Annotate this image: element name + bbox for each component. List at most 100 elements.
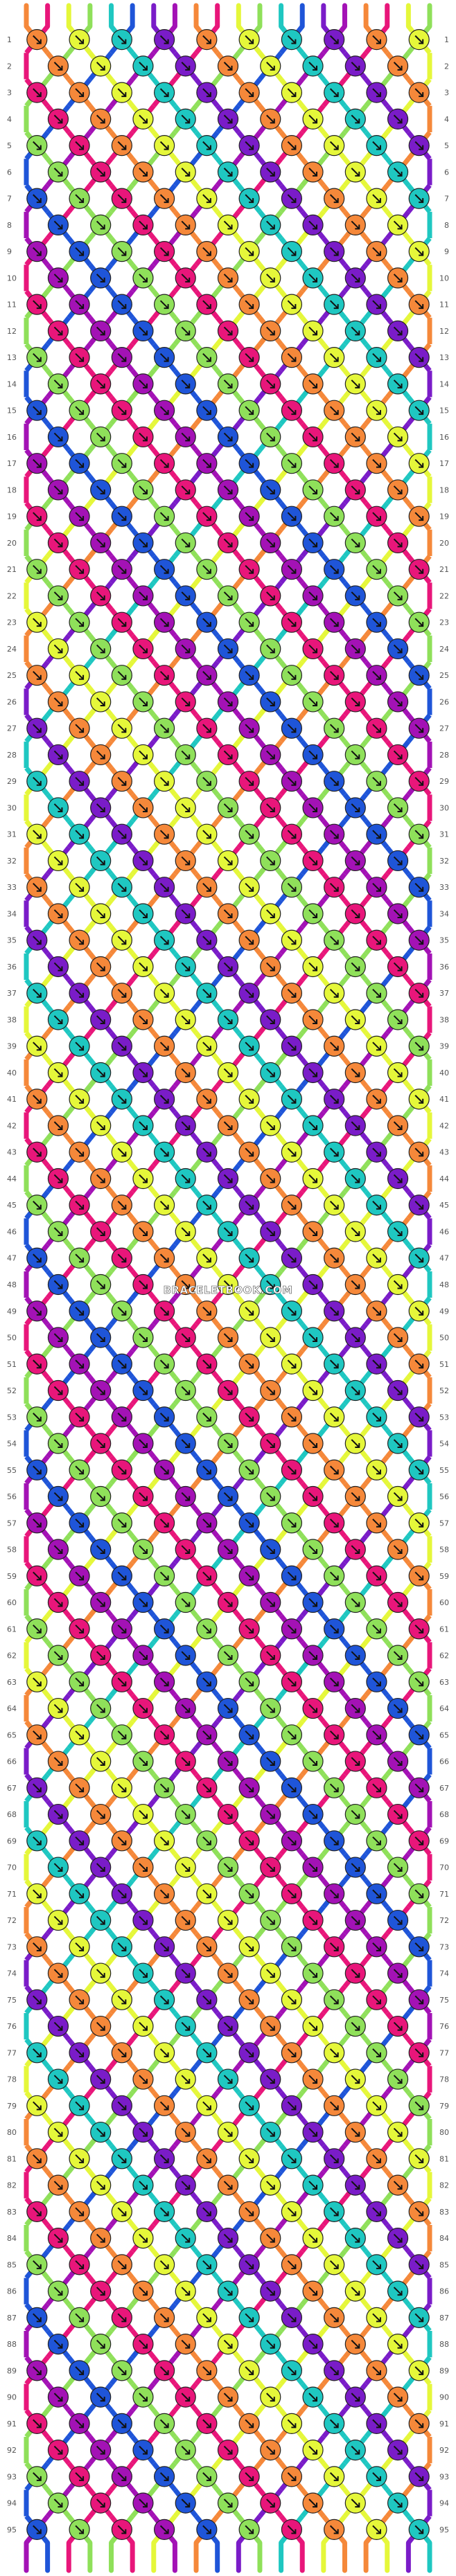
arrow-head-icon xyxy=(185,118,191,124)
arrow-head-icon xyxy=(142,171,148,177)
arrow-icon xyxy=(351,114,360,124)
arrow-icon xyxy=(372,512,381,521)
arrow-icon xyxy=(414,141,423,150)
knot xyxy=(366,717,387,739)
arrow-icon xyxy=(372,35,381,44)
knot xyxy=(111,611,132,633)
arrow-icon xyxy=(159,458,169,468)
arrow-icon xyxy=(223,326,233,336)
arrow-head-icon xyxy=(58,860,63,866)
knot xyxy=(47,320,69,342)
arrow-head-icon xyxy=(227,860,233,866)
knot xyxy=(324,453,345,474)
knot xyxy=(196,717,218,739)
arrow-head-icon xyxy=(206,198,211,204)
knot xyxy=(26,877,48,898)
arrow-icon xyxy=(223,379,233,388)
knot-layer xyxy=(26,29,430,2540)
arrow-icon xyxy=(223,485,233,494)
knot xyxy=(175,55,196,77)
arrow-head-icon xyxy=(206,834,211,839)
knot xyxy=(132,267,154,289)
arrow-head-icon xyxy=(206,251,211,256)
arrow-head-icon xyxy=(333,569,339,574)
knot xyxy=(238,400,260,421)
knot xyxy=(281,717,302,739)
arrow-icon xyxy=(351,591,360,600)
arrow-head-icon xyxy=(291,357,297,362)
arrow-head-icon xyxy=(355,860,360,866)
arrow-icon xyxy=(96,114,105,124)
arrow-head-icon xyxy=(270,860,275,866)
arrow-head-icon xyxy=(313,224,318,230)
knot xyxy=(324,82,345,103)
arrow-head-icon xyxy=(206,674,211,680)
knot xyxy=(302,585,324,607)
arrow-head-icon xyxy=(355,701,360,706)
arrow-head-icon xyxy=(100,436,105,442)
arrow-head-icon xyxy=(206,516,211,521)
knot xyxy=(281,29,302,51)
arrow-icon xyxy=(159,141,169,150)
knot xyxy=(217,161,239,183)
arrow-icon xyxy=(223,856,233,866)
arrow-head-icon xyxy=(227,807,233,812)
knot xyxy=(281,135,302,156)
arrow-icon xyxy=(33,406,42,415)
knot xyxy=(387,479,409,501)
knot xyxy=(217,850,239,872)
knot xyxy=(175,373,196,395)
knot xyxy=(69,453,90,474)
knot xyxy=(175,108,196,129)
arrow-head-icon xyxy=(313,436,318,442)
arrow-icon xyxy=(245,194,254,203)
knot xyxy=(111,717,132,739)
arrow-head-icon xyxy=(270,65,275,71)
arrow-head-icon xyxy=(333,145,339,150)
arrow-head-icon xyxy=(142,65,148,71)
arrow-head-icon xyxy=(164,886,169,892)
arrow-icon xyxy=(223,803,233,812)
knot xyxy=(217,479,239,501)
knot xyxy=(90,373,112,395)
arrow-icon xyxy=(53,644,63,654)
knot xyxy=(260,479,281,501)
arrow-head-icon xyxy=(333,728,339,733)
arrow-head-icon xyxy=(249,251,254,256)
knot xyxy=(47,532,69,554)
knot xyxy=(111,241,132,262)
arrow-icon xyxy=(372,352,381,362)
arrow-head-icon xyxy=(36,410,42,415)
arrow-head-icon xyxy=(100,171,105,177)
arrow-icon xyxy=(245,883,254,892)
arrow-icon xyxy=(75,776,84,786)
arrow-head-icon xyxy=(313,118,318,124)
arrow-head-icon xyxy=(206,92,211,98)
knot xyxy=(302,161,324,183)
knot xyxy=(69,400,90,421)
knot xyxy=(238,188,260,209)
knot xyxy=(196,877,218,898)
arrow-icon xyxy=(372,300,381,309)
knot xyxy=(196,823,218,845)
arrow-icon xyxy=(329,883,339,892)
arrow-icon xyxy=(308,750,317,760)
arrow-icon xyxy=(139,220,148,230)
knot xyxy=(154,665,175,686)
knot xyxy=(260,691,281,713)
knot xyxy=(154,241,175,262)
arrow-icon xyxy=(202,564,211,574)
knot xyxy=(132,161,154,183)
arrow-icon xyxy=(393,750,403,760)
knot xyxy=(408,771,430,792)
arrow-icon xyxy=(96,432,105,442)
arrow-head-icon xyxy=(397,648,403,654)
arrow-icon xyxy=(223,62,233,71)
knot xyxy=(408,82,430,103)
arrow-head-icon xyxy=(36,357,42,362)
arrow-icon xyxy=(117,618,127,627)
arrow-icon xyxy=(117,724,127,733)
arrow-icon xyxy=(75,247,84,256)
arrow-head-icon xyxy=(397,595,403,600)
arrow-icon xyxy=(159,352,169,362)
